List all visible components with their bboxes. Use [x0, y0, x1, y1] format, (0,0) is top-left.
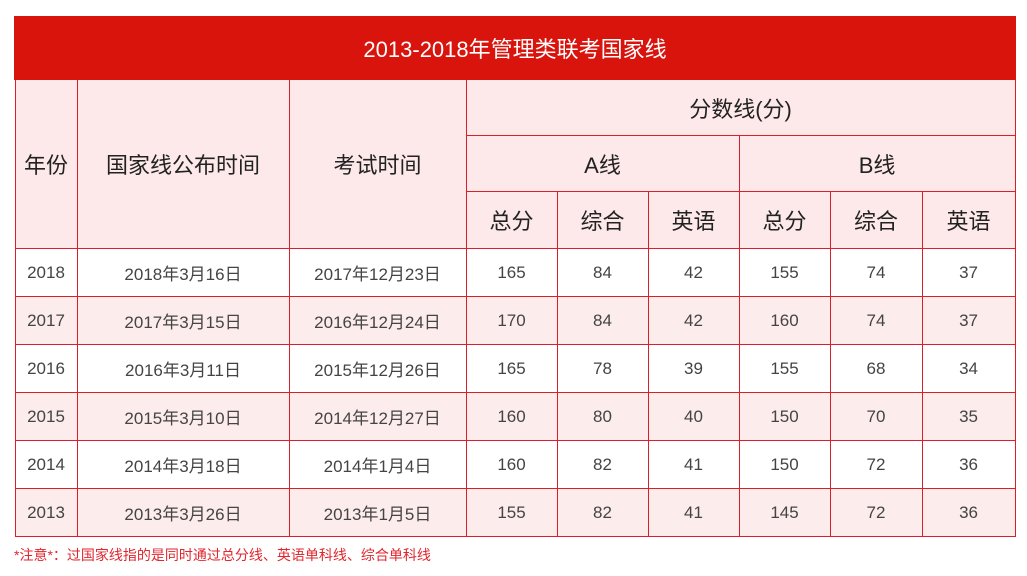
- header-score-line: 分数线(分): [465, 78, 1016, 136]
- header-a-line: A线: [465, 135, 740, 192]
- cell-publish: 2014年3月18日: [76, 440, 290, 489]
- table-title: 2013-2018年管理类联考国家线: [13, 16, 1017, 80]
- table-row: 2014 2014年3月18日 2014年1月4日 160 82 41 150 …: [14, 440, 1016, 489]
- header-a-total: 总分: [465, 191, 558, 249]
- cell-b-eng: 36: [921, 488, 1016, 537]
- cell-b-total: 145: [738, 488, 831, 537]
- cell-a-eng: 40: [647, 392, 740, 441]
- header-year: 年份: [14, 78, 78, 249]
- cell-a-eng: 41: [647, 440, 740, 489]
- table-row: 2017 2017年3月15日 2016年12月24日 170 84 42 16…: [14, 296, 1016, 345]
- cell-b-eng: 34: [921, 344, 1016, 393]
- cell-b-eng: 37: [921, 248, 1016, 297]
- table-row: 2016 2016年3月11日 2015年12月26日 165 78 39 15…: [14, 344, 1016, 393]
- cell-a-total: 155: [465, 488, 558, 537]
- cell-b-total: 160: [738, 296, 831, 345]
- cell-a-eng: 41: [647, 488, 740, 537]
- cell-b-eng: 37: [921, 296, 1016, 345]
- header-exam-time: 考试时间: [288, 78, 467, 249]
- cell-b-eng: 35: [921, 392, 1016, 441]
- cell-year: 2013: [14, 488, 78, 537]
- header-b-total: 总分: [738, 191, 831, 249]
- cell-a-eng: 42: [647, 248, 740, 297]
- cell-publish: 2015年3月10日: [76, 392, 290, 441]
- cell-a-total: 160: [465, 440, 558, 489]
- cell-exam: 2016年12月24日: [288, 296, 467, 345]
- cell-publish: 2016年3月11日: [76, 344, 290, 393]
- cell-a-total: 170: [465, 296, 558, 345]
- header-publish-time: 国家线公布时间: [76, 78, 290, 249]
- cell-a-comp: 84: [556, 248, 649, 297]
- cell-a-comp: 78: [556, 344, 649, 393]
- table-row: 2013 2013年3月26日 2013年1月5日 155 82 41 145 …: [14, 488, 1016, 537]
- cell-b-comp: 72: [829, 488, 923, 537]
- cell-year: 2014: [14, 440, 78, 489]
- table-row: 2018 2018年3月16日 2017年12月23日 165 84 42 15…: [14, 248, 1016, 297]
- cell-year: 2016: [14, 344, 78, 393]
- cell-exam: 2017年12月23日: [288, 248, 467, 297]
- cell-b-eng: 36: [921, 440, 1016, 489]
- cell-b-comp: 74: [829, 296, 923, 345]
- cell-publish: 2018年3月16日: [76, 248, 290, 297]
- cell-a-total: 165: [465, 248, 558, 297]
- cell-a-eng: 39: [647, 344, 740, 393]
- cell-a-comp: 82: [556, 440, 649, 489]
- cell-b-comp: 68: [829, 344, 923, 393]
- header-a-comprehensive: 综合: [556, 191, 649, 249]
- cell-b-total: 150: [738, 440, 831, 489]
- header-b-english: 英语: [921, 191, 1016, 249]
- score-table: 2013-2018年管理类联考国家线 年份 国家线公布时间 考试时间 分数线(分…: [13, 16, 1017, 537]
- cell-b-total: 155: [738, 248, 831, 297]
- cell-a-total: 160: [465, 392, 558, 441]
- cell-a-comp: 80: [556, 392, 649, 441]
- cell-b-comp: 72: [829, 440, 923, 489]
- score-table-container: 2013-2018年管理类联考国家线 年份 国家线公布时间 考试时间 分数线(分…: [13, 16, 1017, 537]
- cell-b-comp: 74: [829, 248, 923, 297]
- cell-exam: 2013年1月5日: [288, 488, 467, 537]
- cell-publish: 2017年3月15日: [76, 296, 290, 345]
- cell-b-comp: 70: [829, 392, 923, 441]
- cell-b-total: 155: [738, 344, 831, 393]
- header-a-english: 英语: [647, 191, 740, 249]
- cell-a-total: 165: [465, 344, 558, 393]
- cell-b-total: 150: [738, 392, 831, 441]
- table-row: 2015 2015年3月10日 2014年12月27日 160 80 40 15…: [14, 392, 1016, 441]
- cell-year: 2017: [14, 296, 78, 345]
- cell-exam: 2014年1月4日: [288, 440, 467, 489]
- cell-year: 2015: [14, 392, 78, 441]
- cell-a-comp: 84: [556, 296, 649, 345]
- cell-publish: 2013年3月26日: [76, 488, 290, 537]
- cell-a-comp: 82: [556, 488, 649, 537]
- footnote: *注意*：过国家线指的是同时通过总分线、英语单科线、综合单科线: [14, 547, 431, 563]
- cell-a-eng: 42: [647, 296, 740, 345]
- cell-exam: 2014年12月27日: [288, 392, 467, 441]
- cell-year: 2018: [14, 248, 78, 297]
- header-b-comprehensive: 综合: [829, 191, 923, 249]
- header-b-line: B线: [738, 135, 1016, 192]
- cell-exam: 2015年12月26日: [288, 344, 467, 393]
